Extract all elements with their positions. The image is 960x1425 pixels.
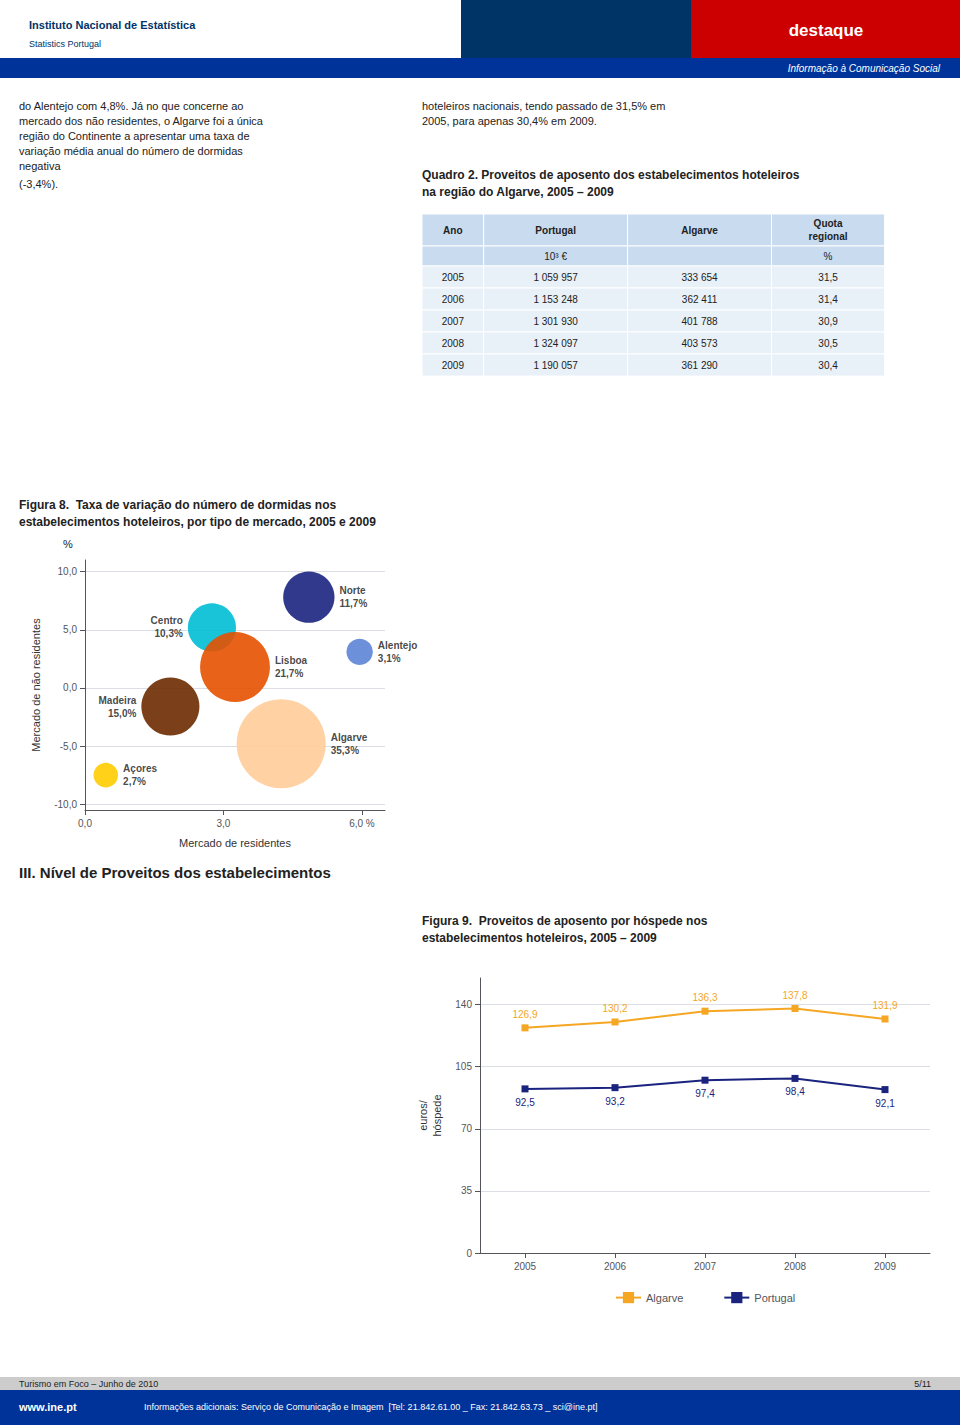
svg-text:região do Continente a apresen: região do Continente a apresentar uma ta… (19, 130, 250, 142)
svg-text:35,3%: 35,3% (331, 745, 359, 756)
svg-text:1 301 930: 1 301 930 (533, 316, 578, 327)
svg-text:variação média anual do número: variação média anual do número de dormid… (19, 145, 243, 157)
svg-text:2,7%: 2,7% (123, 776, 146, 787)
svg-text:www.ine.pt: www.ine.pt (18, 1401, 77, 1413)
svg-text:6,0 %: 6,0 % (349, 818, 375, 829)
svg-text:destaque: destaque (789, 21, 864, 40)
svg-text:2008: 2008 (784, 1261, 807, 1272)
svg-text:Informações adicionais: Serviç: Informações adicionais: Serviço de Comun… (144, 1402, 597, 1412)
svg-text:403 573: 403 573 (681, 338, 718, 349)
svg-text:hoteleiros nacionais, tendo pa: hoteleiros nacionais, tendo passado de 3… (422, 100, 665, 112)
svg-text:93,2: 93,2 (605, 1096, 625, 1107)
svg-text:70: 70 (461, 1123, 473, 1134)
svg-text:1 324 097: 1 324 097 (533, 338, 578, 349)
svg-text:Algarve: Algarve (646, 1292, 683, 1304)
svg-text:Turismo em Foco – Junho de 201: Turismo em Foco – Junho de 2010 (19, 1379, 158, 1389)
svg-text:11,7%: 11,7% (340, 598, 368, 609)
svg-text:hóspede: hóspede (431, 1094, 443, 1136)
svg-text:2005: 2005 (514, 1261, 537, 1272)
svg-text:regional: regional (809, 231, 848, 242)
svg-text:III. Nível de Proveitos dos es: III. Nível de Proveitos dos estabelecime… (19, 864, 331, 881)
svg-text:2007: 2007 (694, 1261, 717, 1272)
svg-text:5/11: 5/11 (914, 1379, 931, 1389)
svg-text:30,4: 30,4 (818, 360, 838, 371)
svg-text:130,2: 130,2 (602, 1003, 627, 1014)
svg-text:2008: 2008 (442, 338, 465, 349)
svg-text:2005, para apenas 30,4% em 200: 2005, para apenas 30,4% em 2009. (422, 115, 597, 127)
svg-text:Alentejo: Alentejo (378, 640, 417, 651)
svg-text:137,8: 137,8 (782, 990, 807, 1001)
svg-text:%: % (824, 251, 833, 262)
svg-text:estabelecimentos hoteleiros, p: estabelecimentos hoteleiros, por tipo de… (19, 515, 376, 529)
svg-text:2006: 2006 (604, 1261, 627, 1272)
svg-text:1 059 957: 1 059 957 (533, 272, 578, 283)
svg-text:mercado dos não residentes, o: mercado dos não residentes, o Algarve fo… (19, 115, 264, 127)
svg-text:31,5: 31,5 (818, 272, 838, 283)
svg-text:2006: 2006 (442, 294, 465, 305)
svg-text:(-3,4%).: (-3,4%). (19, 178, 58, 190)
svg-text:31,4: 31,4 (818, 294, 838, 305)
svg-text:-5,0: -5,0 (60, 741, 78, 752)
svg-text:97,4: 97,4 (695, 1088, 715, 1099)
svg-text:98,4: 98,4 (785, 1086, 805, 1097)
svg-text:Mercado de residentes: Mercado de residentes (179, 837, 291, 849)
svg-text:15,0%: 15,0% (108, 708, 136, 719)
svg-text:361 290: 361 290 (681, 360, 718, 371)
svg-text:10,0: 10,0 (58, 566, 78, 577)
svg-text:5,0: 5,0 (63, 624, 77, 635)
svg-text:2005: 2005 (442, 272, 465, 283)
svg-text:Statistics Portugal: Statistics Portugal (29, 39, 101, 49)
svg-text:3,1%: 3,1% (378, 653, 401, 664)
svg-text:Madeira: Madeira (99, 695, 137, 706)
svg-text:0: 0 (466, 1248, 472, 1259)
svg-text:na região do Algarve, 2005 – 2: na região do Algarve, 2005 – 2009 (422, 185, 614, 199)
svg-text:euros/: euros/ (417, 1099, 429, 1131)
svg-text:Ano: Ano (443, 225, 462, 236)
svg-text:92,5: 92,5 (515, 1097, 535, 1108)
svg-text:Portugal: Portugal (535, 225, 576, 236)
svg-text:140: 140 (455, 999, 472, 1010)
svg-text:92,1: 92,1 (875, 1098, 895, 1109)
svg-text:Informação à Comunicação Socia: Informação à Comunicação Social (788, 63, 941, 74)
svg-text:negativa: negativa (19, 160, 61, 172)
svg-text:0,0: 0,0 (63, 682, 77, 693)
svg-text:30,5: 30,5 (818, 338, 838, 349)
svg-text:Centro: Centro (151, 615, 183, 626)
svg-text:10,3%: 10,3% (154, 628, 182, 639)
svg-text:401 788: 401 788 (681, 316, 718, 327)
svg-text:136,3: 136,3 (692, 992, 717, 1003)
svg-text:Norte: Norte (340, 585, 367, 596)
svg-text:Instituto Nacional de Estatíst: Instituto Nacional de Estatística (29, 19, 196, 31)
svg-text:30,9: 30,9 (818, 316, 838, 327)
svg-text:estabelecimentos hoteleiros, 2: estabelecimentos hoteleiros, 2005 – 2009 (422, 931, 657, 945)
svg-text:35: 35 (461, 1185, 473, 1196)
svg-text:do Alentejo com 4,8%. Já no qu: do Alentejo com 4,8%. Já no que concerne… (19, 100, 243, 112)
svg-text:1 190 057: 1 190 057 (533, 360, 578, 371)
svg-text:Figura 8. Taxa de variação do: Figura 8. Taxa de variação do número de … (19, 498, 337, 512)
svg-text:0,0: 0,0 (78, 818, 92, 829)
svg-text:1 153 248: 1 153 248 (533, 294, 578, 305)
svg-text:333 654: 333 654 (681, 272, 718, 283)
svg-text:Lisboa: Lisboa (275, 655, 308, 666)
svg-text:362 411: 362 411 (682, 294, 718, 305)
svg-text:Figura 9. Proveitos de aposen: Figura 9. Proveitos de aposento por hósp… (422, 914, 708, 928)
svg-text:%: % (63, 538, 73, 550)
svg-text:Quota: Quota (814, 218, 843, 229)
svg-text:Algarve: Algarve (681, 225, 718, 236)
svg-text:10³ €: 10³ € (544, 251, 567, 262)
svg-text:-10,0: -10,0 (54, 799, 77, 810)
svg-text:105: 105 (455, 1061, 472, 1072)
svg-text:Mercado de não residentes: Mercado de não residentes (30, 618, 42, 752)
svg-text:21,7%: 21,7% (275, 668, 303, 679)
svg-text:2009: 2009 (874, 1261, 897, 1272)
svg-text:2009: 2009 (442, 360, 465, 371)
svg-text:Açores: Açores (123, 763, 157, 774)
svg-text:Portugal: Portugal (754, 1292, 795, 1304)
svg-text:126,9: 126,9 (512, 1009, 537, 1020)
svg-text:2007: 2007 (442, 316, 465, 327)
svg-text:3,0: 3,0 (217, 818, 231, 829)
svg-text:Algarve: Algarve (331, 732, 368, 743)
svg-text:131,9: 131,9 (872, 1000, 897, 1011)
svg-text:Quadro 2. Proveitos de aposent: Quadro 2. Proveitos de aposento dos esta… (422, 168, 800, 182)
